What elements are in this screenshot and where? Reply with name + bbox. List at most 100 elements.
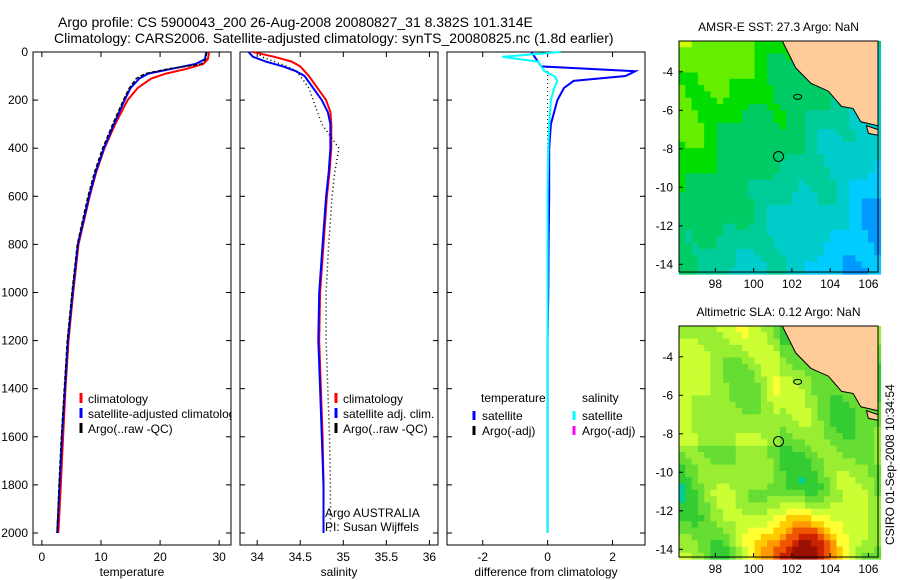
map-cell [842,395,850,403]
map-cell [723,230,730,237]
map-cell [792,204,800,212]
map-cell [710,426,718,434]
map-cell [754,338,762,346]
map-cell [754,502,762,510]
map-cell [817,546,825,554]
map-cell [861,267,869,275]
map-cell [798,204,806,212]
map-cell [861,458,869,466]
map-cell [679,116,686,124]
map-cell [685,129,693,136]
map-cell [786,230,793,237]
map-cell [685,110,693,118]
map-cell [735,445,743,453]
x-tick-label: 104 [820,562,840,576]
map-cell [792,104,800,111]
map-cell [830,439,837,447]
map-cell [754,470,762,478]
x-tick-label: 0 [544,550,551,564]
map-cell [868,521,875,529]
map-cell [842,533,850,541]
map-cell [786,242,793,250]
map-cell [729,395,737,403]
map-cell [805,452,812,459]
map-cell [735,458,743,466]
map-cell [704,338,711,346]
map-cell [685,483,693,491]
map-cell [716,173,724,181]
map-cell [855,452,863,459]
map-cell [723,515,730,522]
map-cell [830,433,837,440]
map-cell [754,515,762,522]
map-cell [842,255,850,262]
map-cell [716,192,724,199]
map-cell [811,267,819,275]
map-cell [773,344,781,352]
map-cell [754,154,762,162]
y-tick-label: 800 [8,237,28,251]
map-cell [767,464,774,472]
map-cell [685,351,693,358]
map-cell [723,217,730,225]
map-cell [849,483,856,491]
map-cell [742,395,749,403]
map-cell [779,338,787,346]
map-cell [760,439,768,447]
map-cell [748,401,756,409]
map-cell [710,464,718,472]
legend-3: temperature salinitysatelliteArgo(-adj)sa… [472,391,635,438]
map-cell [849,401,856,409]
map-cell [823,141,831,149]
map-title: AMSR-E SST: 27.3 Argo: NaN [698,20,859,34]
map-cell [855,470,863,478]
map-cell [754,370,762,377]
map-cell [842,242,850,250]
map-cell [792,179,800,187]
map-cell [697,53,705,61]
map-cell [691,458,699,466]
map-cell [742,452,749,459]
map-cell [868,433,875,440]
map-cell [685,477,693,484]
map-cell [691,420,699,428]
map-cell [729,267,737,275]
map-cell [792,148,800,155]
map-cell [868,483,875,491]
map-cell [735,104,743,111]
map-cell [811,211,819,218]
annotation-text: Argo AUSTRALIA [325,506,420,520]
map-cell [691,426,699,434]
map-cell [779,332,787,340]
map-cell [767,173,774,181]
map-cell [742,230,749,237]
map-cell [849,458,856,466]
map-cell [767,401,774,409]
map-cell [748,326,756,333]
map-cell [811,230,819,237]
map-cell [691,141,699,149]
map-cell [830,179,837,187]
map-cell [748,489,756,497]
map-cell [842,546,850,554]
map-cell [754,261,762,269]
map-cell [823,167,831,174]
map-cell [760,376,768,384]
map-cell [685,135,693,143]
map-cell [704,407,711,415]
map-cell [823,433,831,440]
map-cell [817,192,825,199]
map-cell [704,53,711,61]
map-cell [830,198,837,206]
map-cell [798,148,806,155]
map-cell [748,261,756,269]
map-cell [723,344,730,352]
map-cell [786,104,793,111]
map-cell [817,433,825,440]
map-cell [760,198,768,206]
map-cell [691,255,699,262]
map-cell [735,192,743,199]
map-cell [805,458,812,466]
map-cell [723,91,730,99]
